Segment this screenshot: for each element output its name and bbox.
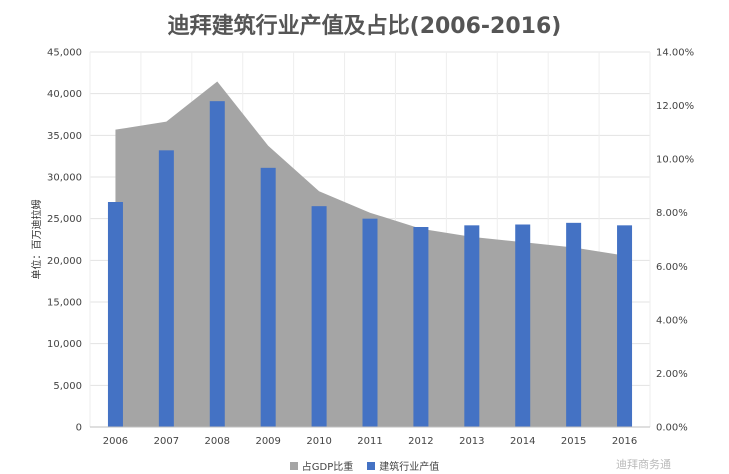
legend: 占GDP比重 建筑行业产值 (0, 458, 729, 473)
bar-2014 (515, 224, 531, 427)
y-left-tick-label: 5,000 (53, 381, 82, 392)
y-left-tick-label: 45,000 (47, 48, 82, 59)
x-tick-label: 2008 (205, 436, 230, 447)
x-tick-label: 2006 (103, 436, 128, 447)
tick-labels: 0 5,000 10,000 15,000 20,000 25,000 30,000 35,0… (30, 48, 694, 448)
y-right-tick-label: 8.00% (656, 208, 688, 219)
bar-2010 (311, 206, 327, 427)
bar-2007 (158, 150, 174, 428)
y-left-tick-label: 20,000 (47, 256, 82, 267)
bar-2016 (617, 225, 633, 427)
chart-title: 迪拜建筑行业产值及占比(2006-2016) (167, 14, 562, 39)
y-left-tick-label: 15,000 (47, 298, 82, 309)
y-left-tick-label: 40,000 (47, 89, 82, 100)
bar-2013 (464, 225, 480, 427)
y-left-tick-label: 25,000 (47, 214, 82, 225)
y-right-tick-label: 4.00% (656, 315, 688, 326)
x-tick-label: 2016 (612, 436, 637, 447)
bar-2011 (362, 218, 378, 427)
x-tick-label: 2013 (459, 436, 484, 447)
watermark: 迪拜商务通 (616, 458, 671, 471)
x-tick-label: 2015 (561, 436, 586, 447)
y-right-tick-label: 6.00% (656, 262, 688, 273)
y-right-tick-label: 2.00% (656, 369, 688, 380)
legend-item: 占GDP比重 (289, 458, 354, 473)
legend-label: 建筑行业产值 (379, 462, 440, 473)
bar-series (107, 101, 633, 428)
x-tick-label: 2011 (357, 436, 382, 447)
y-right-tick-label: 14.00% (656, 48, 694, 59)
x-tick-label: 2014 (510, 436, 535, 447)
bar-2009 (260, 167, 276, 428)
bar-2006 (107, 202, 123, 427)
legend-swatch (289, 461, 298, 470)
y-left-tick-label: 30,000 (47, 173, 82, 184)
legend-item: 建筑行业产值 (367, 458, 439, 473)
y-left-tick-label: 35,000 (47, 131, 82, 142)
x-tick-label: 2010 (306, 436, 331, 447)
bar-2012 (413, 227, 429, 427)
bar-2008 (209, 101, 225, 428)
y-left-tick-label: 0 (76, 423, 82, 434)
x-tick-label: 2012 (408, 436, 433, 447)
legend-label: 占GDP比重 (301, 462, 354, 473)
x-tick-label: 2007 (154, 436, 179, 447)
y-axis-title: 单位：百万迪拉姆 (30, 200, 43, 280)
bar-2015 (566, 222, 582, 427)
y-left-tick-label: 10,000 (47, 339, 82, 350)
y-right-tick-label: 0.00% (656, 423, 688, 434)
y-right-tick-label: 12.00% (656, 101, 694, 112)
x-tick-label: 2009 (255, 436, 280, 447)
legend-swatch (367, 461, 376, 470)
y-right-tick-label: 10.00% (656, 155, 694, 166)
